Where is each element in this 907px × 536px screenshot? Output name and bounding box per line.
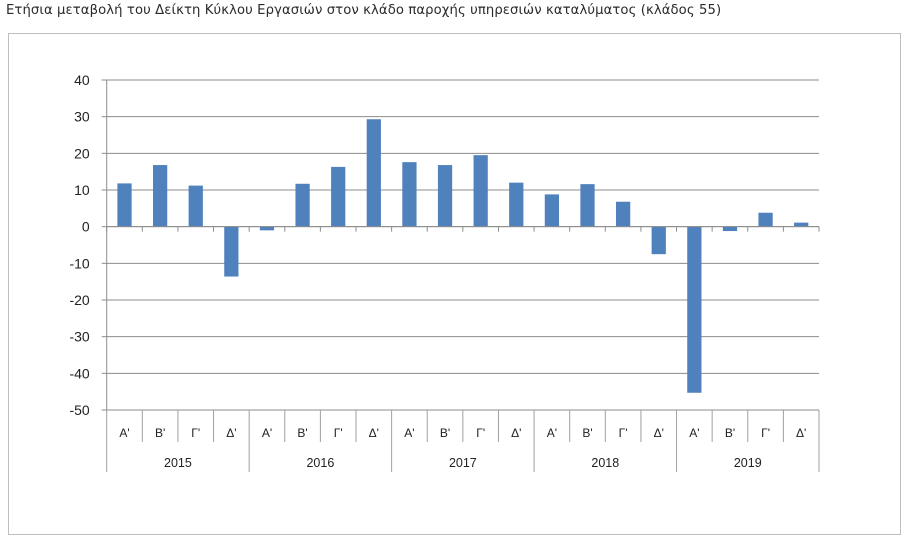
bar <box>509 182 524 227</box>
y-tick-label: 10 <box>74 182 90 198</box>
year-label: 2015 <box>164 456 192 470</box>
quarter-label: Α' <box>689 426 699 440</box>
year-label: 2019 <box>734 456 762 470</box>
quarter-label: Α' <box>262 426 272 440</box>
y-tick-label: 30 <box>74 109 90 125</box>
y-tick-label: 20 <box>74 145 90 161</box>
bar <box>580 184 595 227</box>
quarter-label: Β' <box>725 426 735 440</box>
quarter-label: Γ' <box>761 426 770 440</box>
quarter-label: Α' <box>547 426 557 440</box>
y-tick-label: -30 <box>69 329 89 345</box>
bar <box>437 165 453 227</box>
quarter-label: Δ' <box>796 426 806 440</box>
y-tick-label: -50 <box>69 402 89 418</box>
bar <box>402 162 417 227</box>
bar <box>259 226 275 231</box>
quarter-label: Γ' <box>191 426 200 440</box>
bar <box>615 201 631 227</box>
quarter-label: Β' <box>155 426 165 440</box>
bar <box>224 226 239 277</box>
year-label: 2018 <box>591 456 619 470</box>
quarter-label: Α' <box>119 426 129 440</box>
quarter-label: Β' <box>582 426 592 440</box>
bar <box>544 194 560 227</box>
bar <box>366 119 381 227</box>
y-tick-label: -40 <box>69 365 89 381</box>
bar <box>295 183 310 227</box>
y-tick-label: 0 <box>82 219 90 235</box>
bar <box>651 226 666 255</box>
year-label: 2017 <box>449 456 477 470</box>
bar <box>473 155 488 227</box>
y-tick-label: -20 <box>69 292 89 308</box>
chart-title: Ετήσια μεταβολή του Δείκτη Κύκλου Εργασι… <box>6 3 722 18</box>
quarter-label: Β' <box>297 426 307 440</box>
y-tick-label: 40 <box>74 72 90 88</box>
quarter-label: Δ' <box>226 426 236 440</box>
y-tick-label: -10 <box>69 255 89 271</box>
quarter-label: Δ' <box>511 426 521 440</box>
quarter-label: Γ' <box>334 426 343 440</box>
bar <box>188 185 203 227</box>
quarter-label: Α' <box>404 426 414 440</box>
bar <box>152 165 168 227</box>
bar <box>794 222 809 227</box>
bar <box>722 226 738 232</box>
bar <box>758 212 773 227</box>
quarter-label: Β' <box>440 426 450 440</box>
chart-frame <box>8 33 901 535</box>
quarter-label: Δ' <box>654 426 664 440</box>
bar <box>117 183 132 227</box>
quarter-label: Γ' <box>619 426 628 440</box>
quarter-label: Δ' <box>369 426 379 440</box>
bar <box>687 226 702 393</box>
bar <box>331 166 346 227</box>
quarter-label: Γ' <box>476 426 485 440</box>
year-label: 2016 <box>306 456 334 470</box>
